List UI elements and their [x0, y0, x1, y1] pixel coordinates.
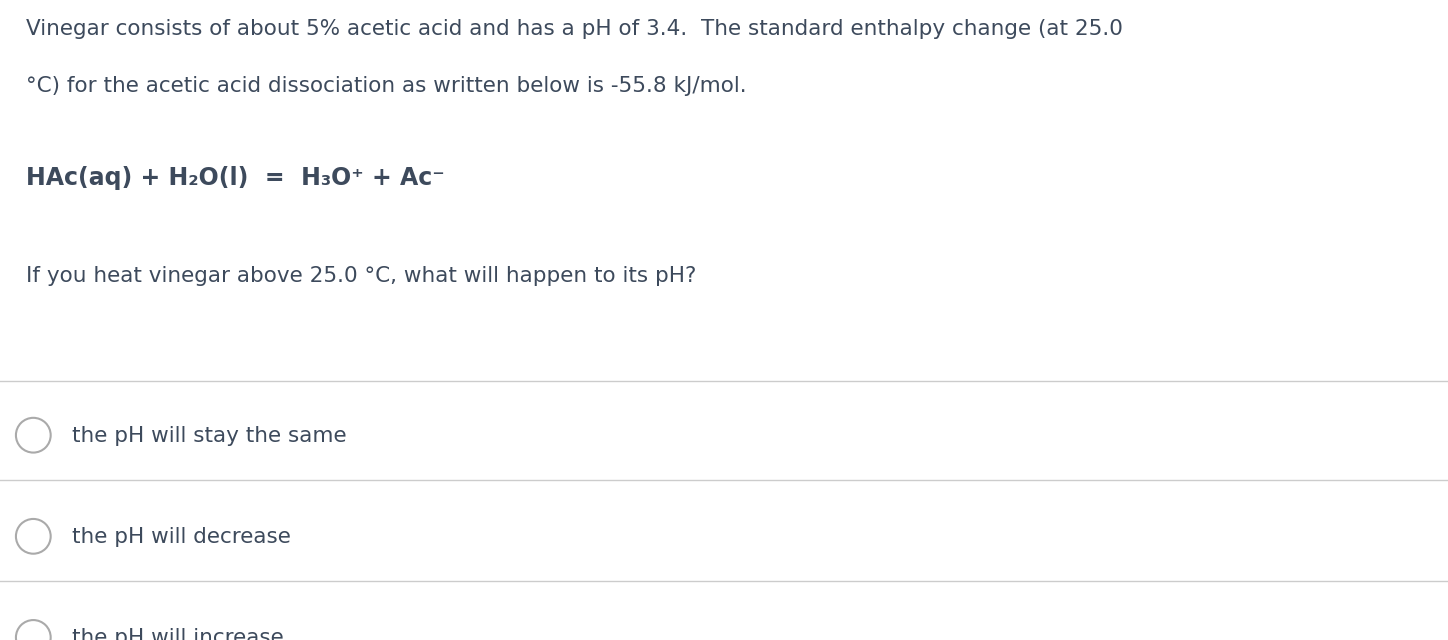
Text: If you heat vinegar above 25.0 °C, what will happen to its pH?: If you heat vinegar above 25.0 °C, what …	[26, 266, 696, 285]
Text: the pH will increase: the pH will increase	[72, 628, 284, 640]
Text: HAc(aq) + H₂O(l)  =  H₃O⁺ + Ac⁻: HAc(aq) + H₂O(l) = H₃O⁺ + Ac⁻	[26, 166, 445, 190]
Text: °C) for the acetic acid dissociation as written below is -55.8 kJ/mol.: °C) for the acetic acid dissociation as …	[26, 76, 747, 95]
Text: the pH will stay the same: the pH will stay the same	[72, 426, 348, 445]
Text: the pH will decrease: the pH will decrease	[72, 527, 291, 547]
Text: Vinegar consists of about 5% acetic acid and has a pH of 3.4.  The standard enth: Vinegar consists of about 5% acetic acid…	[26, 19, 1124, 39]
